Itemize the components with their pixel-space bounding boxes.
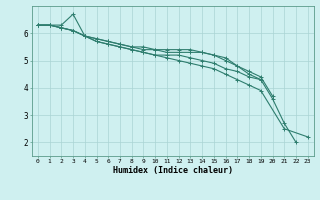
- X-axis label: Humidex (Indice chaleur): Humidex (Indice chaleur): [113, 166, 233, 175]
